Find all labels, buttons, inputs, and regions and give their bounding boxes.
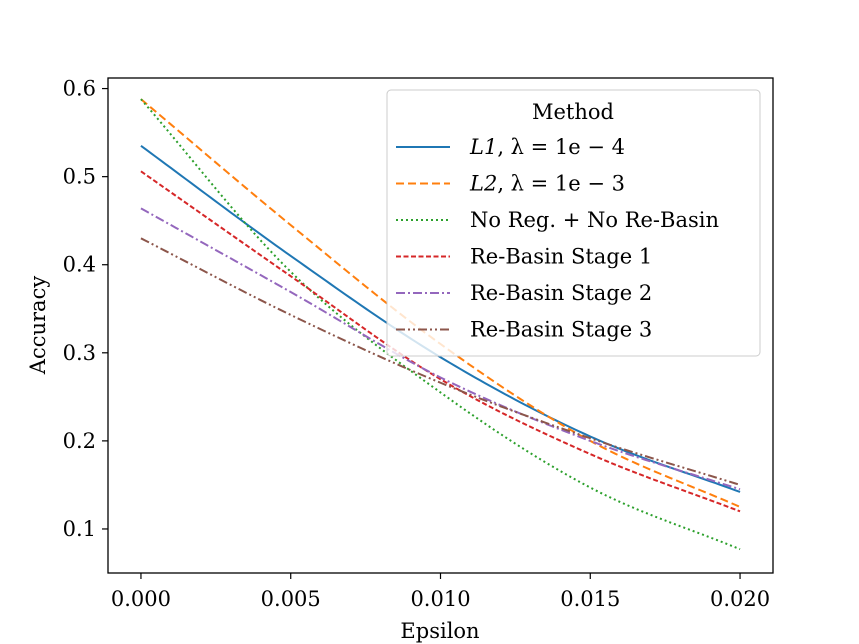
x-axis: 0.000 0.005 0.010 0.015 0.020 bbox=[111, 573, 770, 611]
x-tick-label: 0.000 bbox=[111, 587, 171, 611]
legend: Method L1, λ = 1e − 4 L2, λ = 1e − 3 No Re… bbox=[386, 89, 761, 357]
y-tick-label: 0.4 bbox=[63, 253, 96, 277]
x-tick-label: 0.015 bbox=[560, 587, 620, 611]
series-line-3 bbox=[140, 98, 741, 551]
legend-label-1: L1, λ = 1e − 4 bbox=[469, 135, 625, 159]
y-tick-label: 0.6 bbox=[63, 77, 96, 101]
legend-label-6: Re-Basin Stage 3 bbox=[470, 318, 652, 342]
y-tick-label: 0.1 bbox=[63, 517, 96, 541]
legend-label-5: Re-Basin Stage 2 bbox=[470, 281, 652, 305]
legend-box bbox=[386, 89, 761, 357]
x-tick-label: 0.010 bbox=[410, 587, 470, 611]
x-tick-label: 0.020 bbox=[710, 587, 770, 611]
x-axis-label: Epsilon bbox=[400, 619, 479, 643]
series-line-5 bbox=[140, 207, 741, 491]
y-tick-label: 0.3 bbox=[63, 341, 96, 365]
y-axis-label: Accuracy bbox=[26, 276, 50, 376]
series-line-6 bbox=[140, 237, 741, 486]
y-axis: 0.1 0.2 0.3 0.4 0.5 0.6 bbox=[63, 77, 108, 541]
legend-label-2: L2, λ = 1e − 3 bbox=[469, 172, 625, 196]
y-tick-label: 0.5 bbox=[63, 165, 96, 189]
series-line-4 bbox=[140, 170, 741, 513]
x-tick-label: 0.005 bbox=[261, 587, 321, 611]
legend-label-4: Re-Basin Stage 1 bbox=[470, 245, 652, 269]
legend-title: Method bbox=[532, 100, 614, 124]
legend-label-3: No Reg. + No Re-Basin bbox=[470, 208, 719, 232]
series-line-1 bbox=[140, 145, 741, 493]
y-tick-label: 0.2 bbox=[63, 429, 96, 453]
